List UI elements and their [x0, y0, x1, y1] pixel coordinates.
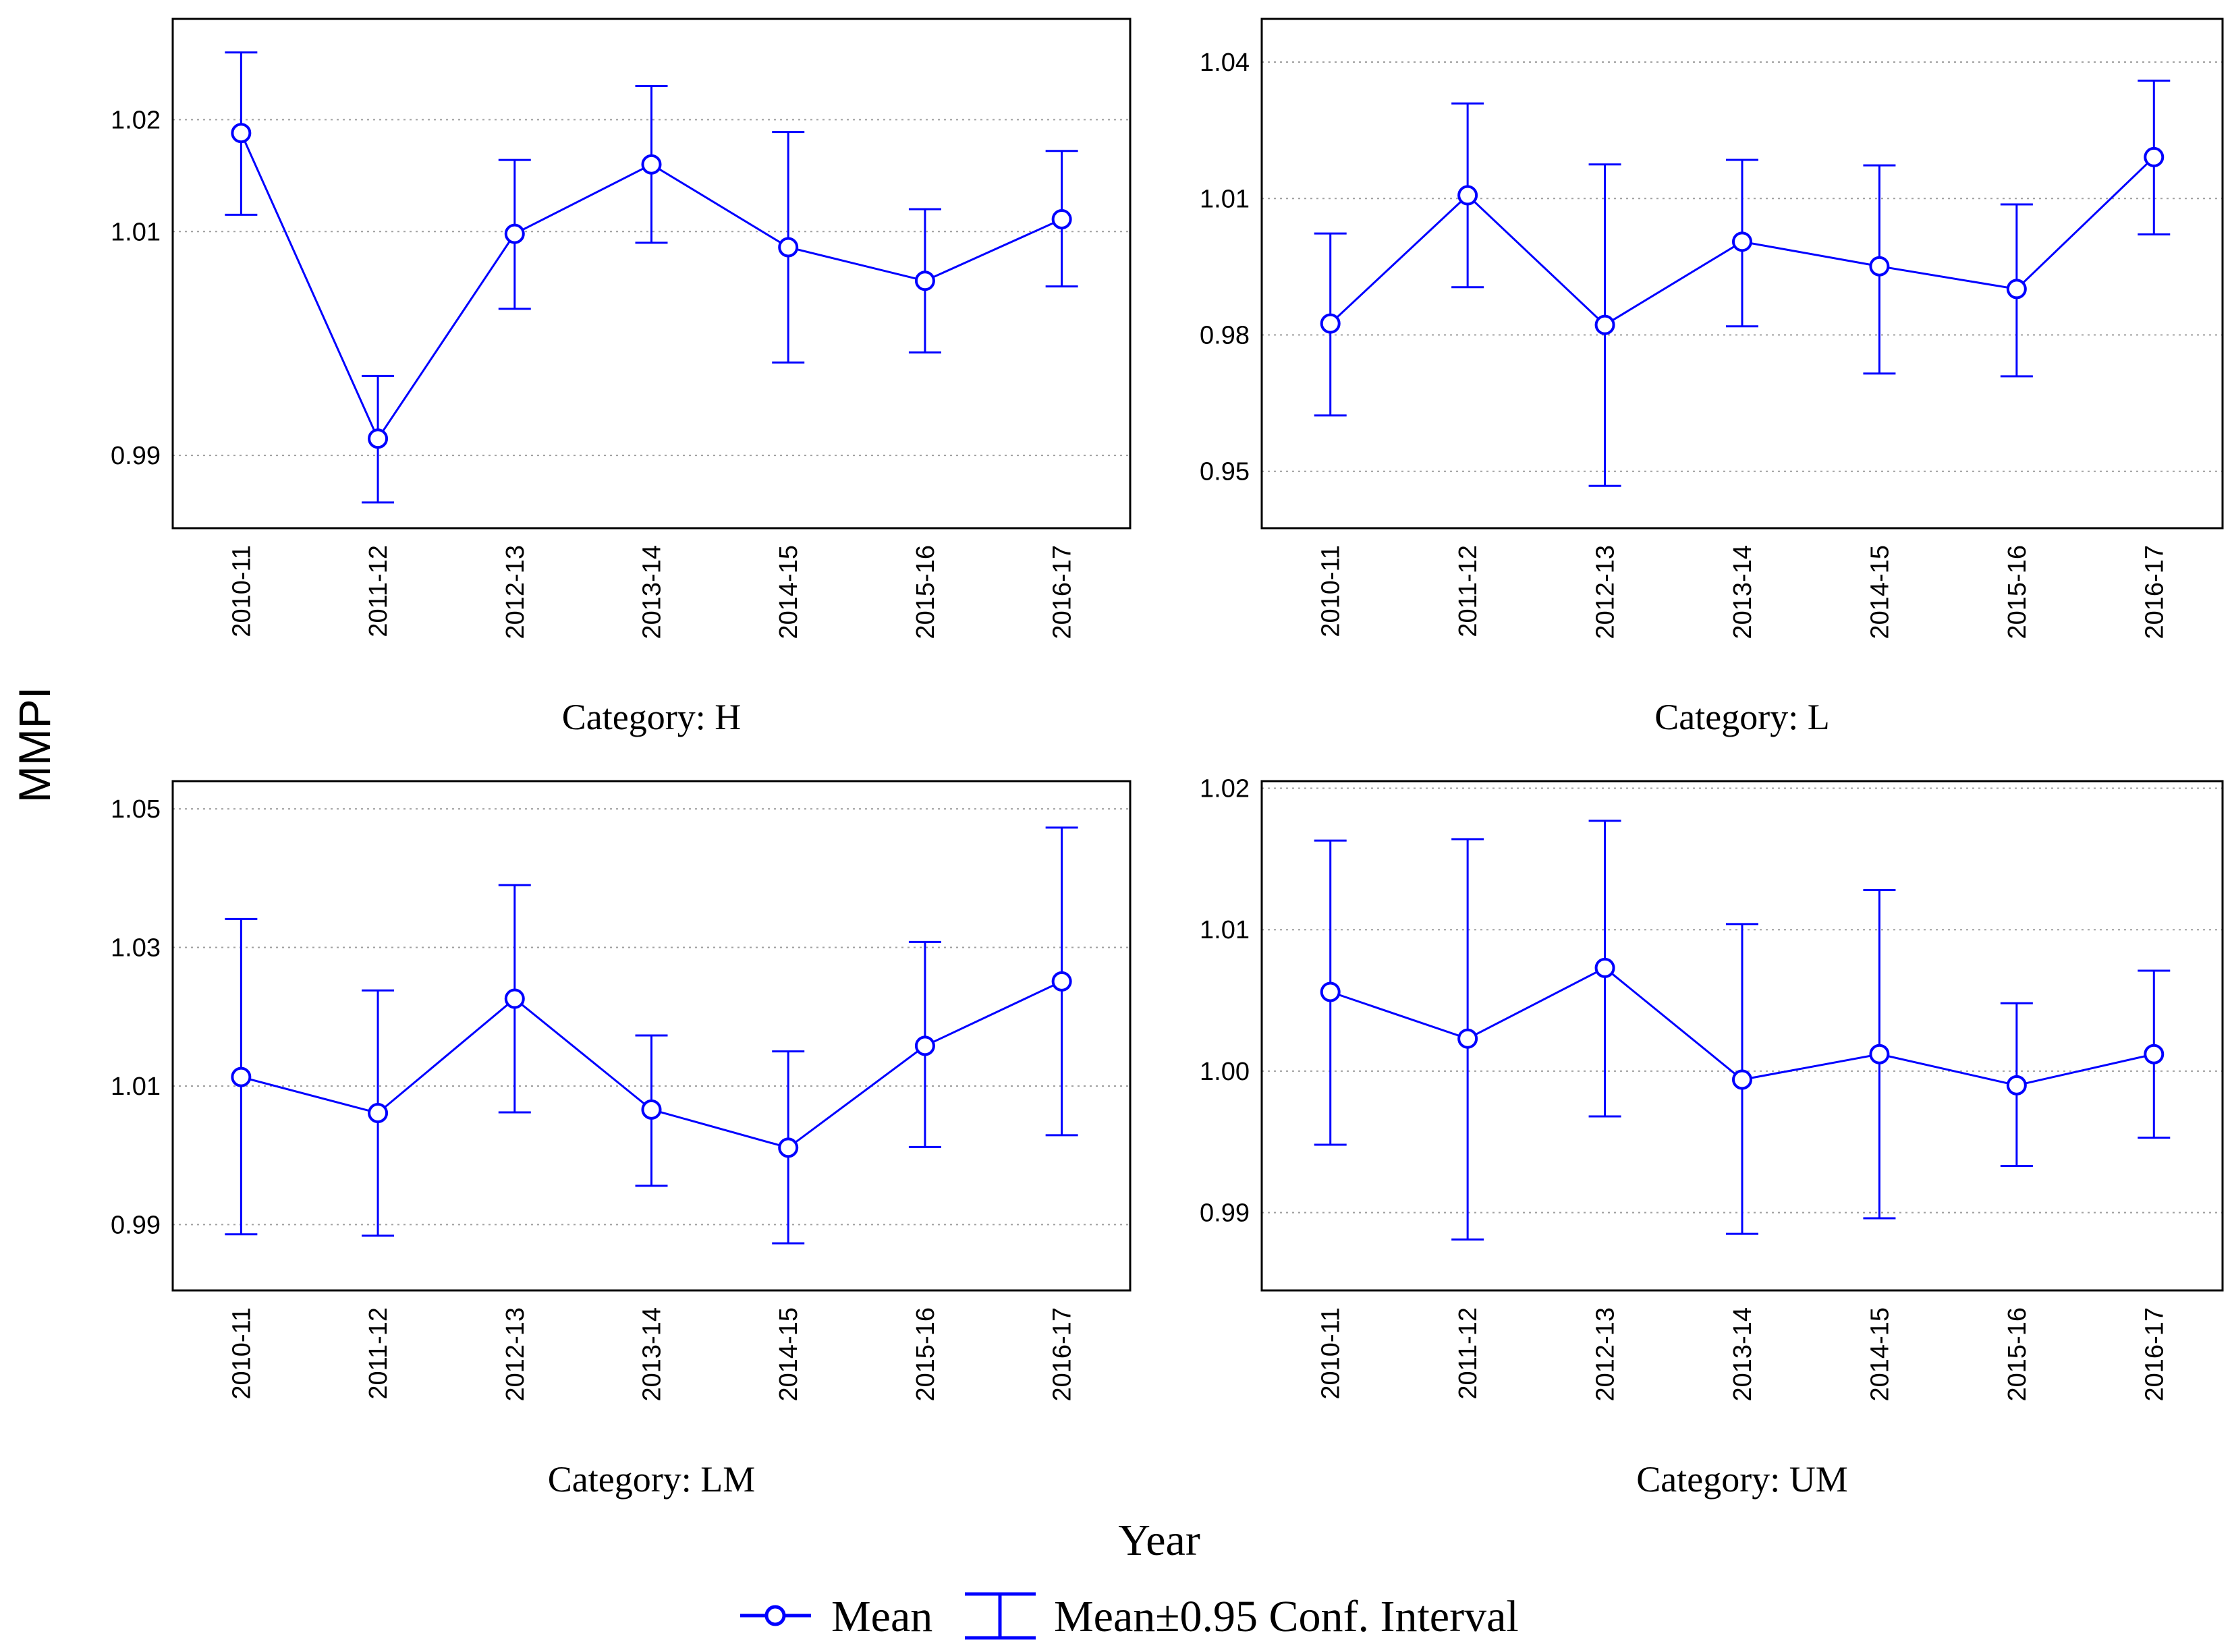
category-label-um: Category: UM	[1636, 1459, 1847, 1500]
x-tick-label-l: 2011-12	[1454, 545, 1482, 637]
x-tick-label-lm: 2016-17	[1049, 1307, 1077, 1401]
mean-point-l	[1732, 231, 1752, 252]
mean-point-h	[231, 123, 252, 144]
y-tick-label-lm: 1.05	[111, 795, 161, 824]
legend-ci-label: Mean±0.95 Conf. Interval	[1054, 1592, 1519, 1641]
mean-point-h	[914, 270, 935, 291]
y-tick-label-lm: 1.03	[111, 934, 161, 963]
y-axis-title: MMPI	[9, 687, 59, 803]
x-tick-label-h: 2013-14	[638, 545, 667, 639]
x-tick-label-h: 2016-17	[1049, 545, 1077, 639]
y-tick-label-h: 0.99	[111, 442, 161, 470]
mean-point-h	[504, 223, 525, 244]
mean-point-um	[1457, 1028, 1478, 1049]
plot-frame-l	[1260, 18, 2224, 530]
mean-point-lm	[641, 1099, 662, 1120]
mean-point-l	[1869, 256, 1890, 277]
mean-point-lm	[231, 1066, 252, 1087]
x-tick-label-h: 2011-12	[364, 545, 393, 637]
x-tick-label-lm: 2014-15	[775, 1307, 803, 1401]
y-tick-label-h: 1.02	[111, 106, 161, 134]
panel-category-h: 0.99 1.01 1.02 2010-11 2011-12 2012-13 2013-14…	[111, 18, 1132, 737]
mean-point-lm	[368, 1103, 389, 1124]
x-tick-label-um: 2015-16	[2003, 1307, 2032, 1401]
category-label-h: Category: H	[562, 697, 741, 737]
plot-frame-lm	[171, 780, 1132, 1292]
x-tick-label-h: 2010-11	[227, 545, 256, 637]
y-tick-label-um: 1.00	[1200, 1058, 1250, 1086]
x-tick-label-um: 2012-13	[1592, 1307, 1620, 1401]
y-tick-label-lm: 1.01	[111, 1073, 161, 1101]
x-tick-label-l: 2016-17	[2140, 545, 2169, 639]
mean-point-um	[1732, 1069, 1752, 1090]
x-tick-label-l: 2013-14	[1729, 545, 1757, 639]
mean-point-lm	[914, 1035, 935, 1056]
x-tick-label-h: 2014-15	[775, 545, 803, 639]
x-tick-label-lm: 2010-11	[227, 1307, 256, 1400]
y-tick-label-l: 0.98	[1200, 322, 1250, 350]
mean-point-lm	[1051, 971, 1072, 992]
mean-point-h	[1051, 209, 1072, 230]
x-tick-label-l: 2014-15	[1866, 545, 1894, 639]
panel-category-l: 0.95 0.98 1.01 1.04 2010-11 2011-12 2012-13 201…	[1200, 18, 2224, 737]
mean-point-h	[641, 154, 662, 175]
x-tick-label-um: 2011-12	[1454, 1307, 1482, 1400]
y-tick-label-l: 1.01	[1200, 185, 1250, 213]
y-tick-label-um: 1.02	[1200, 774, 1250, 803]
mean-point-l	[1594, 314, 1615, 335]
y-tick-label-um: 1.01	[1200, 916, 1250, 944]
x-tick-label-lm: 2013-14	[638, 1307, 667, 1401]
mean-point-lm	[778, 1137, 799, 1158]
mean-point-um	[1320, 981, 1341, 1002]
mean-point-l	[1320, 313, 1341, 334]
mean-point-l	[2006, 279, 2027, 300]
mean-point-h	[778, 237, 799, 258]
x-tick-label-um: 2013-14	[1729, 1307, 1757, 1401]
legend: Mean Mean±0.95 Conf. Interval	[740, 1592, 1519, 1641]
y-tick-label-l: 0.95	[1200, 458, 1250, 486]
mean-point-um	[2144, 1044, 2165, 1064]
plot-frame-um	[1260, 780, 2224, 1292]
x-tick-label-um: 2016-17	[2140, 1307, 2169, 1401]
x-tick-label-um: 2010-11	[1317, 1307, 1345, 1400]
y-tick-label-lm: 0.99	[111, 1211, 161, 1239]
x-tick-label-l: 2015-16	[2003, 545, 2032, 639]
x-tick-label-l: 2010-11	[1317, 545, 1345, 637]
mean-point-l	[2144, 146, 2165, 167]
legend-mean-symbol	[740, 1605, 811, 1626]
y-tick-label-l: 1.04	[1200, 49, 1250, 77]
legend-ci-symbol	[965, 1592, 1036, 1640]
plot-frame-h	[171, 18, 1132, 530]
x-tick-label-lm: 2011-12	[364, 1307, 393, 1400]
x-tick-label-um: 2014-15	[1866, 1307, 1894, 1401]
mean-point-l	[1457, 185, 1478, 206]
x-tick-label-l: 2012-13	[1592, 545, 1620, 639]
mean-point-lm	[504, 988, 525, 1009]
x-tick-label-lm: 2012-13	[501, 1307, 530, 1401]
mean-point-um	[2006, 1075, 2027, 1095]
mean-point-h	[368, 428, 389, 449]
category-label-l: Category: L	[1654, 697, 1829, 737]
panel-category-lm: 0.99 1.01 1.03 1.05 2010-11 2011-12 2012-13 201…	[111, 780, 1132, 1500]
legend-mean-label: Mean	[831, 1592, 932, 1641]
mean-point-um	[1594, 957, 1615, 978]
x-tick-label-lm: 2015-16	[912, 1307, 940, 1401]
x-tick-label-h: 2012-13	[501, 545, 530, 639]
panel-category-um: 0.99 1.00 1.01 1.02 2010-11 2011-12 2012-13 201…	[1200, 774, 2224, 1500]
mean-point-um	[1869, 1044, 1890, 1064]
y-tick-label-um: 0.99	[1200, 1199, 1250, 1228]
category-label-lm: Category: LM	[548, 1459, 755, 1500]
y-tick-label-h: 1.01	[111, 218, 161, 246]
x-tick-label-h: 2015-16	[912, 545, 940, 639]
x-axis-title: Year	[1118, 1516, 1200, 1565]
